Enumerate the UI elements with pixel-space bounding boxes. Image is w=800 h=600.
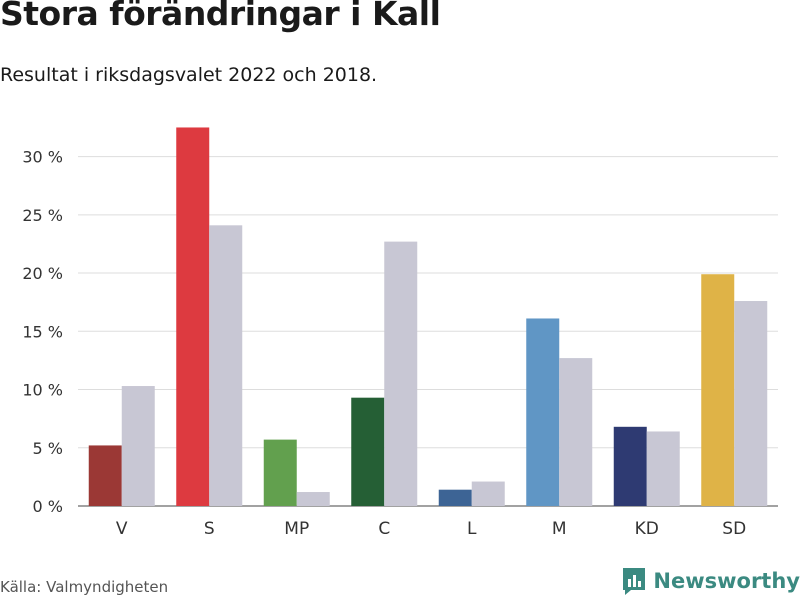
bar-l-series-1 — [438, 489, 472, 506]
bar-s-series-2 — [209, 225, 243, 506]
bar-c-series-2 — [384, 241, 418, 507]
x-tick-label: M — [552, 519, 567, 539]
x-tick-label: S — [204, 519, 215, 539]
x-tick-label: V — [116, 519, 128, 539]
x-tick-label: MP — [284, 519, 309, 539]
chart-title: Stora förändringar i Kall — [0, 0, 441, 33]
newsworthy-logo-icon — [623, 568, 646, 595]
bar-m-series-2 — [559, 358, 593, 506]
bar-sd-series-1 — [701, 274, 735, 506]
y-tick-label: 5 % — [33, 439, 63, 458]
x-tick-label: C — [378, 519, 390, 539]
bar-v-series-2 — [121, 386, 155, 506]
bar-sd-series-2 — [734, 301, 768, 506]
y-tick-label: 25 % — [22, 206, 63, 225]
bar-m-series-1 — [526, 318, 560, 506]
bar-kd-series-1 — [613, 426, 647, 506]
bar-mp-series-1 — [263, 439, 297, 506]
y-tick-label: 20 % — [22, 264, 63, 283]
y-tick-label: 10 % — [22, 381, 63, 400]
bar-s-series-1 — [176, 127, 210, 507]
chart-subtitle: Resultat i riksdagsvalet 2022 och 2018. — [0, 64, 378, 86]
x-tick-label: KD — [635, 519, 659, 539]
y-tick-label: 15 % — [22, 322, 63, 341]
bar-l-series-2 — [471, 481, 505, 506]
y-tick-label: 0 % — [33, 497, 63, 516]
x-tick-label: L — [467, 519, 477, 539]
y-tick-label: 30 % — [22, 148, 63, 167]
newsworthy-logo: Newsworthy — [621, 566, 800, 596]
bar-c-series-1 — [351, 397, 385, 506]
bar-kd-series-2 — [646, 431, 680, 506]
x-tick-label: SD — [722, 519, 746, 539]
bar-chart: 0 % 5 % 10 % 15 % 20 % 25 % 30 % V S MP C L M KD SD — [22, 127, 778, 539]
source-note: Källa: Valmyndigheten — [0, 578, 169, 596]
bar-v-series-1 — [88, 445, 122, 506]
bar-mp-series-2 — [296, 492, 330, 506]
brand-name: Newsworthy — [653, 569, 800, 593]
